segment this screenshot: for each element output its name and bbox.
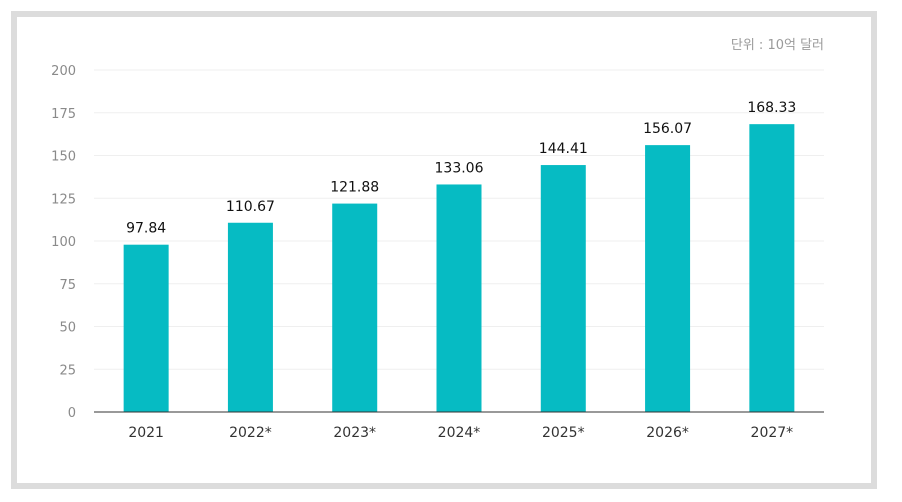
data-label: 97.84 xyxy=(126,221,166,237)
bar xyxy=(436,184,482,412)
data-label: 133.06 xyxy=(435,160,484,176)
x-tick-label: 2027* xyxy=(751,425,794,441)
x-tick-label: 2024* xyxy=(438,425,481,441)
x-tick-label: 2023* xyxy=(333,425,376,441)
y-tick-label: 125 xyxy=(51,192,76,207)
y-tick-label: 75 xyxy=(59,278,76,293)
x-tick-label: 2022* xyxy=(229,425,272,441)
bar xyxy=(645,145,691,412)
data-label: 110.67 xyxy=(226,199,275,215)
unit-label: 단위 : 10억 달러 xyxy=(730,38,824,53)
y-tick-label: 100 xyxy=(51,235,76,250)
x-tick-label: 2026* xyxy=(646,425,689,441)
y-tick-label: 200 xyxy=(51,64,76,79)
y-tick-label: 25 xyxy=(59,363,76,378)
data-label: 168.33 xyxy=(747,100,796,116)
bar xyxy=(332,203,378,412)
x-tick-label: 2025* xyxy=(542,425,585,441)
data-label: 144.41 xyxy=(539,141,588,157)
y-tick-label: 175 xyxy=(51,107,76,122)
bar xyxy=(123,244,169,412)
bar xyxy=(227,222,273,412)
data-label: 121.88 xyxy=(330,180,379,196)
y-tick-label: 150 xyxy=(51,150,76,165)
x-tick-label: 2021 xyxy=(128,425,164,441)
y-tick-label: 50 xyxy=(59,321,76,336)
data-label: 156.07 xyxy=(643,121,692,137)
y-tick-label: 0 xyxy=(68,406,76,421)
bar xyxy=(540,165,586,412)
bar xyxy=(749,124,795,412)
